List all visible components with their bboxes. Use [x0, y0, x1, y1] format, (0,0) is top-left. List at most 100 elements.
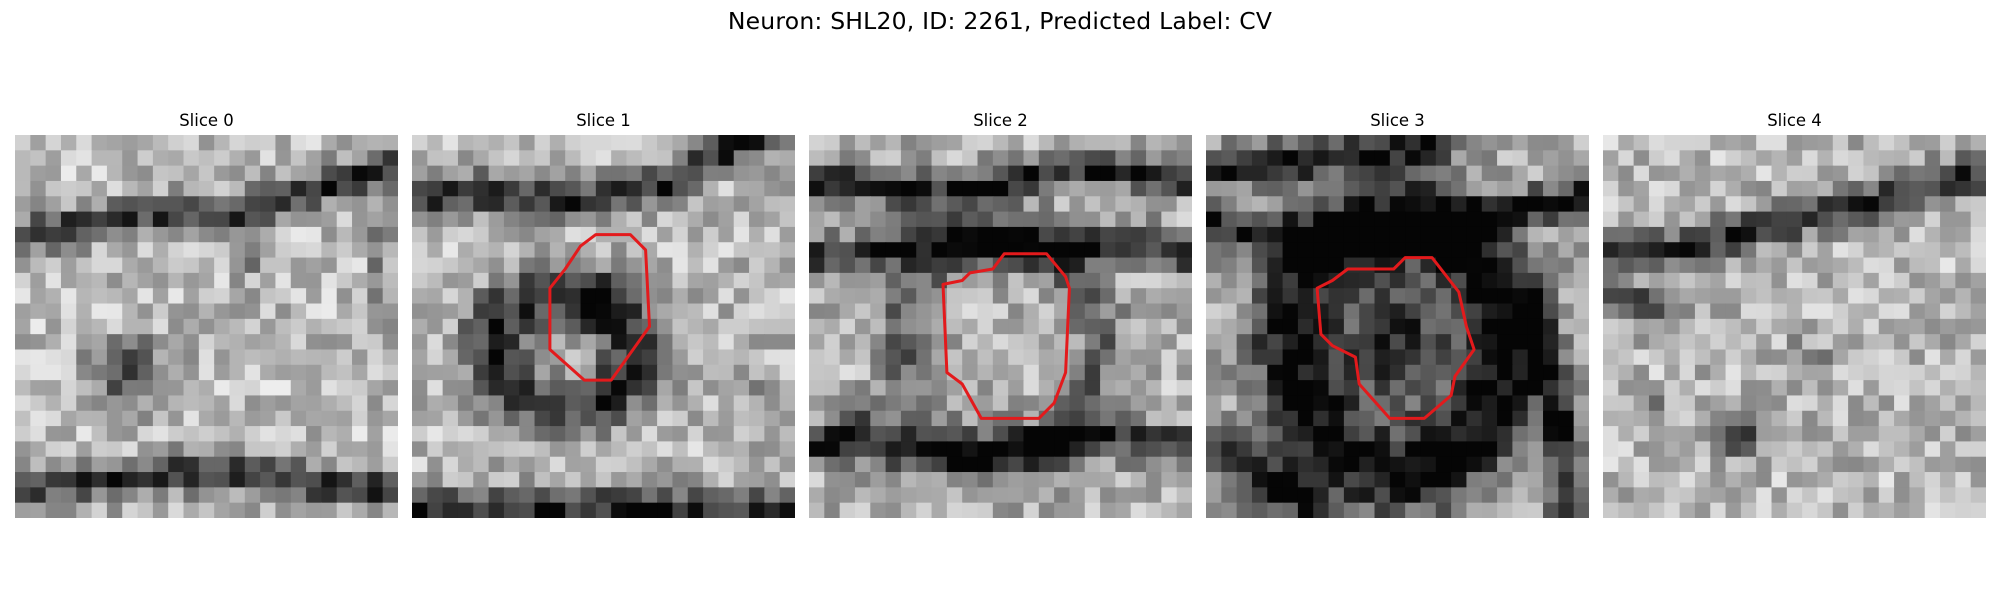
pixel-cell: [1955, 441, 1972, 458]
pixel-cell: [244, 135, 261, 151]
pixel-cell: [1771, 242, 1788, 259]
pixel-cell: [412, 150, 428, 167]
pixel-cell: [1146, 395, 1162, 412]
pixel-cell: [1648, 135, 1665, 151]
pixel-cell: [1832, 410, 1849, 427]
pixel-cell: [1543, 318, 1559, 335]
pixel-cell: [992, 272, 1009, 289]
pixel-cell: [76, 380, 93, 397]
pixel-cell: [122, 150, 139, 167]
pixel-cell: [1451, 165, 1468, 182]
pixel-cell: [214, 180, 231, 197]
pixel-cell: [1161, 257, 1178, 274]
pixel-cell: [885, 288, 902, 305]
pixel-cell: [870, 135, 887, 151]
pixel-cell: [611, 395, 628, 412]
pixel-cell: [1970, 135, 1986, 151]
pixel-cell: [1328, 456, 1345, 473]
pixel-cell: [1694, 272, 1711, 289]
pixel-cell: [977, 472, 994, 488]
pixel-cell: [91, 165, 108, 182]
pixel-cell: [1069, 196, 1086, 213]
pixel-cell: [412, 349, 428, 366]
pixel-cell: [1878, 165, 1895, 182]
pixel-cell: [137, 410, 154, 427]
pixel-cell: [1832, 472, 1849, 488]
pixel-cell: [1618, 456, 1635, 473]
pixel-cell: [60, 272, 77, 289]
pixel-cell: [565, 226, 582, 243]
pixel-cell: [1435, 426, 1452, 442]
pixel-cell: [1832, 364, 1849, 381]
pixel-cell: [76, 334, 93, 351]
pixel-cell: [779, 487, 795, 504]
pixel-cell: [1543, 426, 1559, 442]
pixel-cell: [1694, 456, 1711, 473]
pixel-cell: [870, 426, 887, 442]
pixel-cell: [30, 349, 47, 366]
pixel-cell: [1221, 456, 1238, 473]
pixel-cell: [779, 410, 795, 427]
pixel-cell: [45, 211, 62, 228]
pixel-cell: [1466, 211, 1483, 228]
pixel-cell: [565, 380, 582, 397]
pixel-cell: [1100, 334, 1116, 351]
pixel-cell: [1573, 180, 1589, 197]
pixel-cell: [1527, 334, 1544, 351]
pixel-cell: [367, 441, 384, 458]
pixel-cell: [1848, 165, 1865, 182]
pixel-cell: [1771, 349, 1788, 366]
pixel-cell: [168, 135, 185, 151]
pixel-cell: [260, 150, 277, 167]
pixel-cell: [764, 426, 781, 442]
pixel-cell: [198, 502, 215, 518]
pixel-cell: [290, 288, 307, 305]
pixel-cell: [1481, 272, 1498, 289]
pixel-cell: [1405, 135, 1422, 151]
pixel-cell: [1221, 502, 1238, 518]
pixel-cell: [977, 456, 994, 473]
pixel-cell: [962, 196, 979, 213]
pixel-cell: [885, 395, 902, 412]
pixel-cell: [641, 272, 658, 289]
pixel-cell: [321, 426, 338, 442]
pixel-cell: [854, 242, 871, 259]
pixel-cell: [839, 242, 856, 259]
pixel-cell: [687, 196, 704, 213]
pixel-cell: [885, 334, 902, 351]
pixel-cell: [367, 303, 384, 320]
pixel-cell: [1236, 303, 1253, 320]
pixel-cell: [1466, 288, 1483, 305]
pixel-cell: [749, 318, 765, 335]
pixel-cell: [733, 196, 750, 213]
pixel-cell: [352, 242, 368, 259]
pixel-cell: [260, 242, 277, 259]
pixel-cell: [1756, 456, 1773, 473]
pixel-cell: [122, 456, 139, 473]
pixel-cell: [1481, 487, 1498, 504]
pixel-cell: [977, 502, 994, 518]
pixel-cell: [1694, 487, 1711, 504]
pixel-cell: [306, 410, 322, 427]
pixel-cell: [657, 211, 674, 228]
pixel-cell: [534, 288, 551, 305]
pixel-cell: [1343, 288, 1360, 305]
pixel-cell: [1069, 226, 1086, 243]
pixel-cell: [718, 380, 735, 397]
pixel-cell: [534, 242, 551, 259]
pixel-cell: [1481, 502, 1498, 518]
pixel-cell: [122, 334, 139, 351]
pixel-cell: [1481, 150, 1498, 167]
pixel-cell: [1603, 456, 1619, 473]
pixel-cell: [1832, 150, 1849, 167]
pixel-cell: [1008, 380, 1025, 397]
pixel-cell: [1648, 303, 1665, 320]
pixel-cell: [152, 487, 169, 504]
pixel-cell: [519, 395, 536, 412]
pixel-cell: [1603, 257, 1619, 274]
pixel-cell: [1389, 380, 1406, 397]
pixel-cell: [626, 334, 643, 351]
pixel-cell: [1206, 272, 1222, 289]
pixel-cell: [382, 318, 398, 335]
pixel-cell: [1679, 165, 1696, 182]
